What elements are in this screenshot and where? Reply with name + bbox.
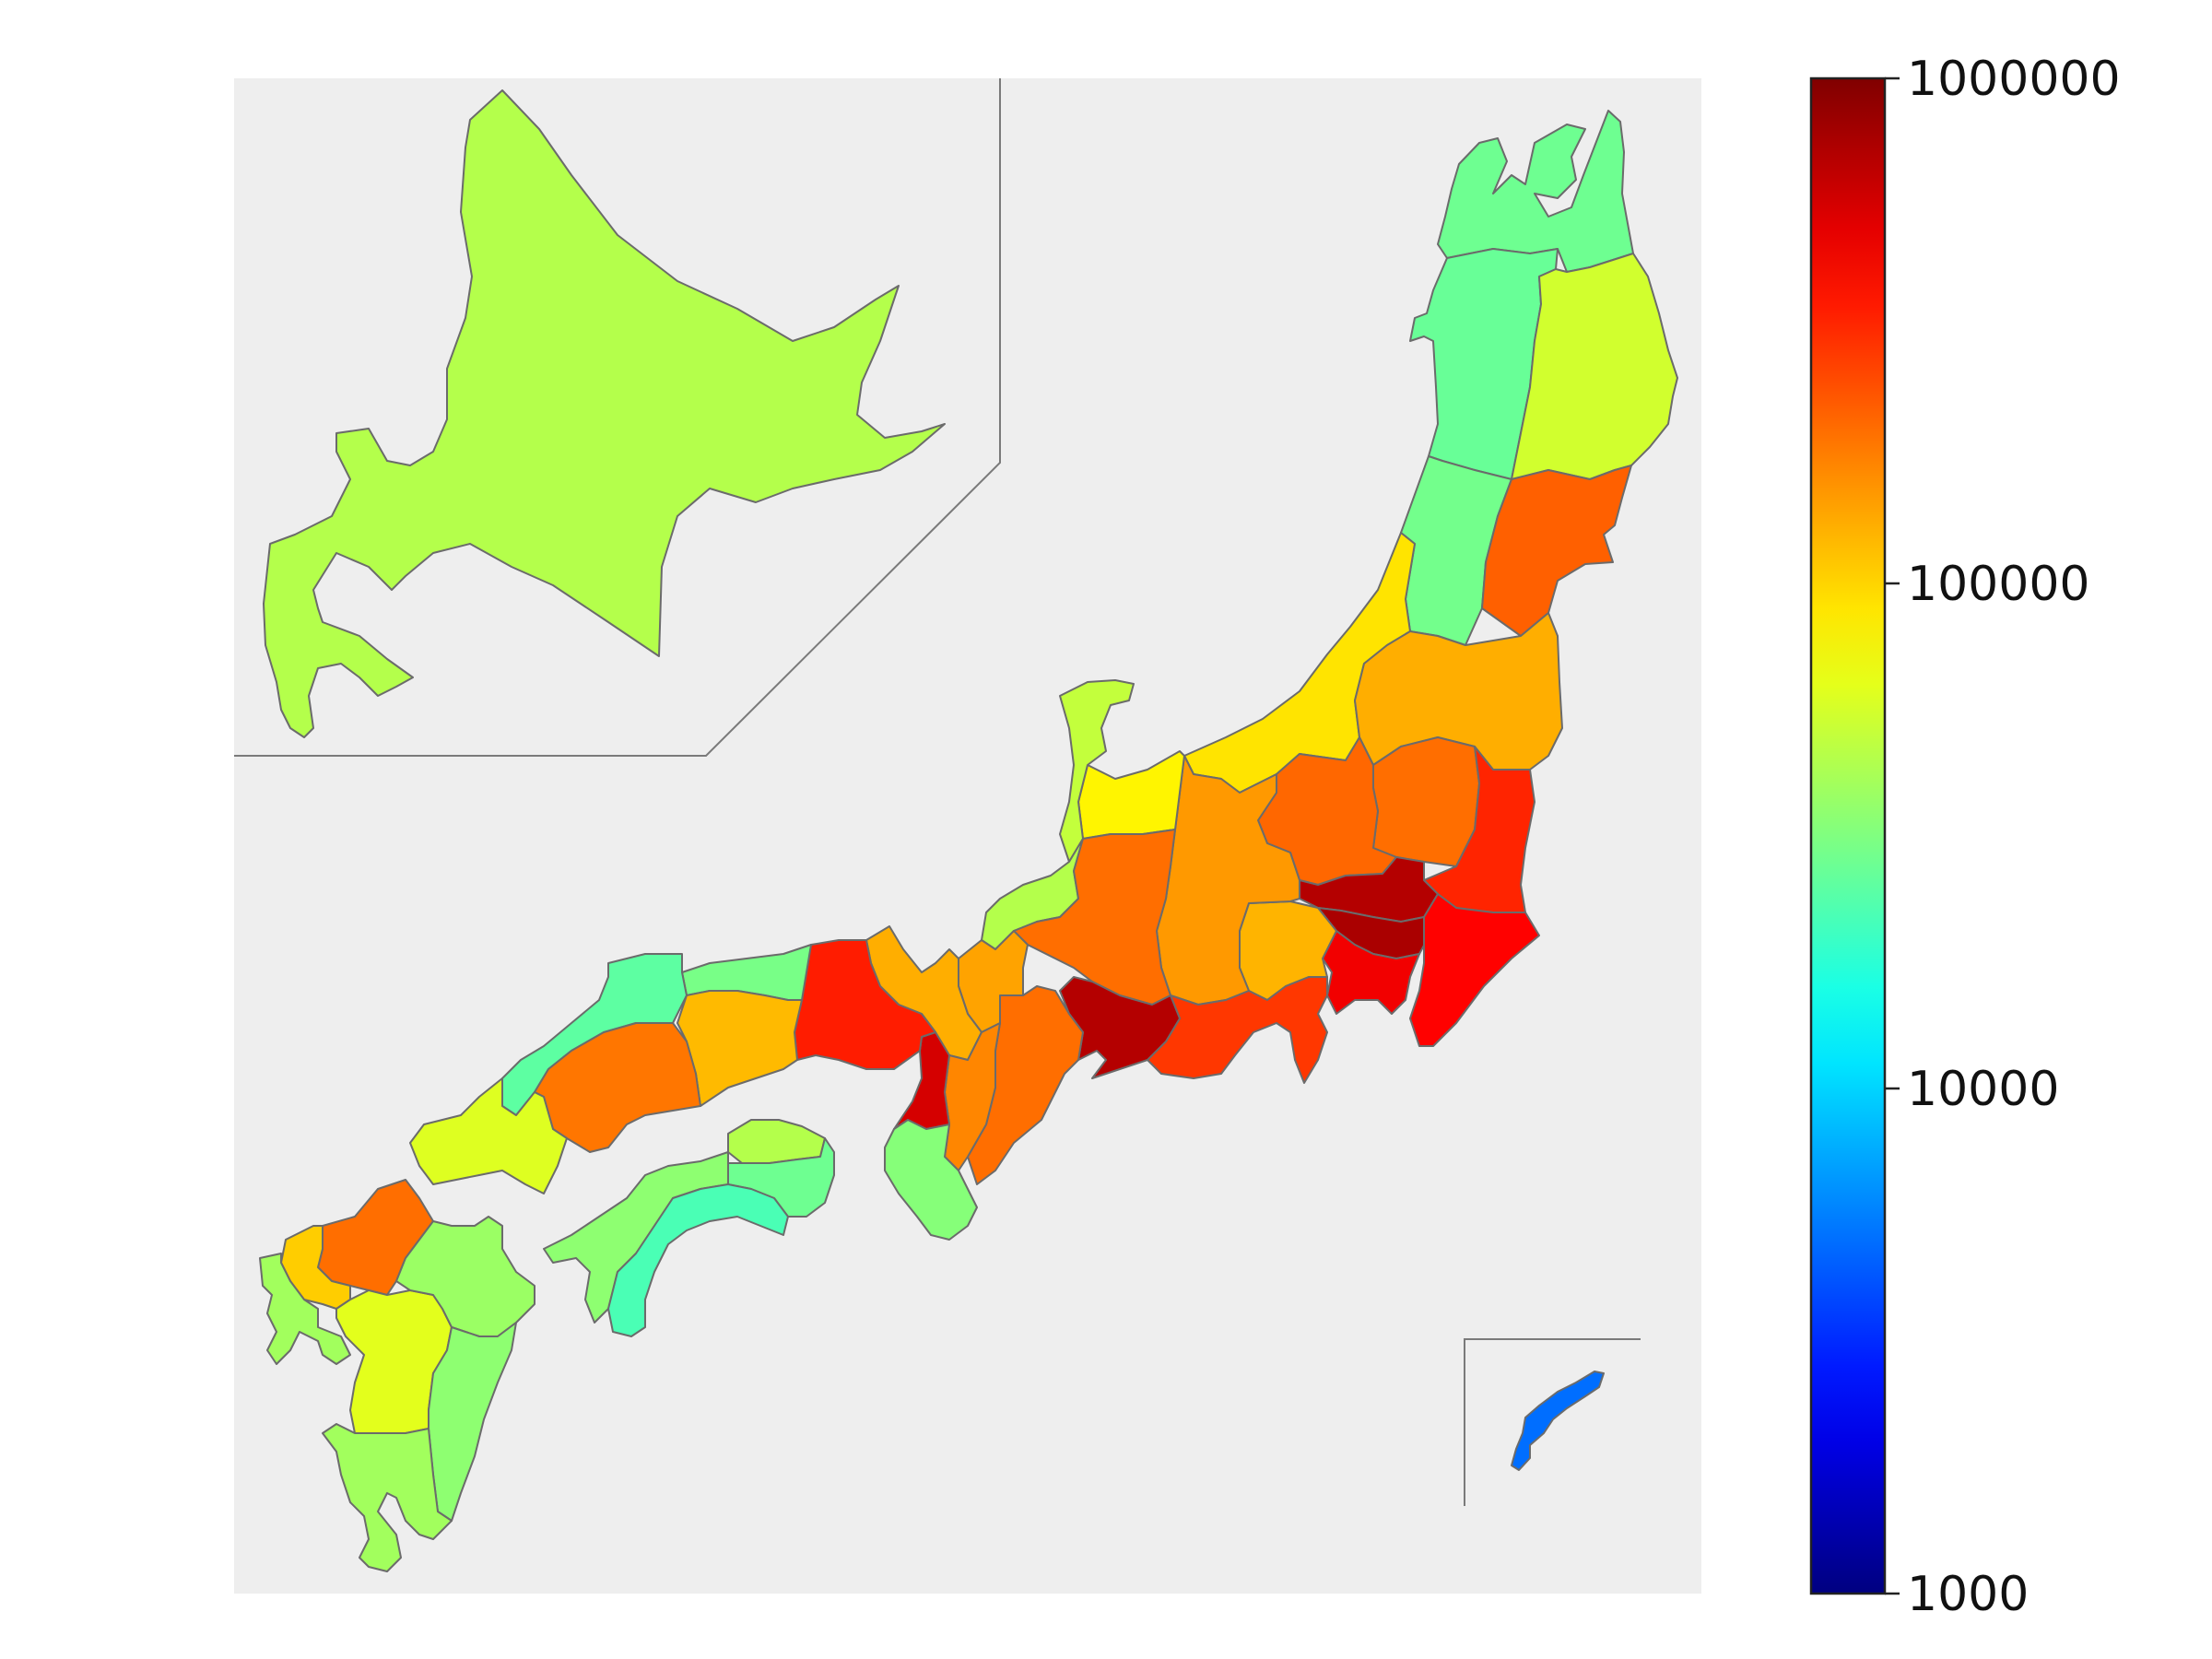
colorbar xyxy=(1809,76,1887,1595)
prefecture-hiroshima[interactable] xyxy=(534,1022,701,1153)
prefecture-tochigi[interactable] xyxy=(1372,736,1480,867)
colorbar-tick-label: 10000 xyxy=(1907,1062,2059,1117)
colorbar-tick-label: 1000000 xyxy=(1907,52,2121,107)
hokkaido-inset-frame xyxy=(234,78,1001,757)
prefecture-kagoshima[interactable] xyxy=(322,1423,453,1572)
prefecture-kochi[interactable] xyxy=(607,1183,789,1337)
prefecture-shizuoka[interactable] xyxy=(1147,976,1328,1084)
prefecture-miyazaki[interactable] xyxy=(428,1322,517,1522)
prefecture-yamaguchi[interactable] xyxy=(409,1077,568,1194)
prefecture-chiba[interactable] xyxy=(1409,893,1540,1047)
colorbar-tick-label: 1000 xyxy=(1907,1567,2029,1622)
prefecture-miyagi[interactable] xyxy=(1481,465,1632,637)
okinawa-inset-frame xyxy=(1464,1338,1641,1506)
prefecture-hokkaido[interactable] xyxy=(263,89,946,738)
prefecture-nagasaki[interactable] xyxy=(259,1253,351,1365)
prefecture-ishikawa[interactable] xyxy=(1059,679,1135,863)
prefecture-wakayama[interactable] xyxy=(884,1119,978,1241)
prefecture-layer xyxy=(259,89,1678,1572)
colorbar-tick-label: 100000 xyxy=(1907,557,2090,612)
prefecture-iwate[interactable] xyxy=(1511,253,1678,480)
colorbar-ticks: 1000000 100000 10000 1000 xyxy=(1885,52,2121,1622)
prefecture-okinawa[interactable] xyxy=(1511,1371,1605,1471)
prefecture-kanagawa[interactable] xyxy=(1322,930,1420,1015)
